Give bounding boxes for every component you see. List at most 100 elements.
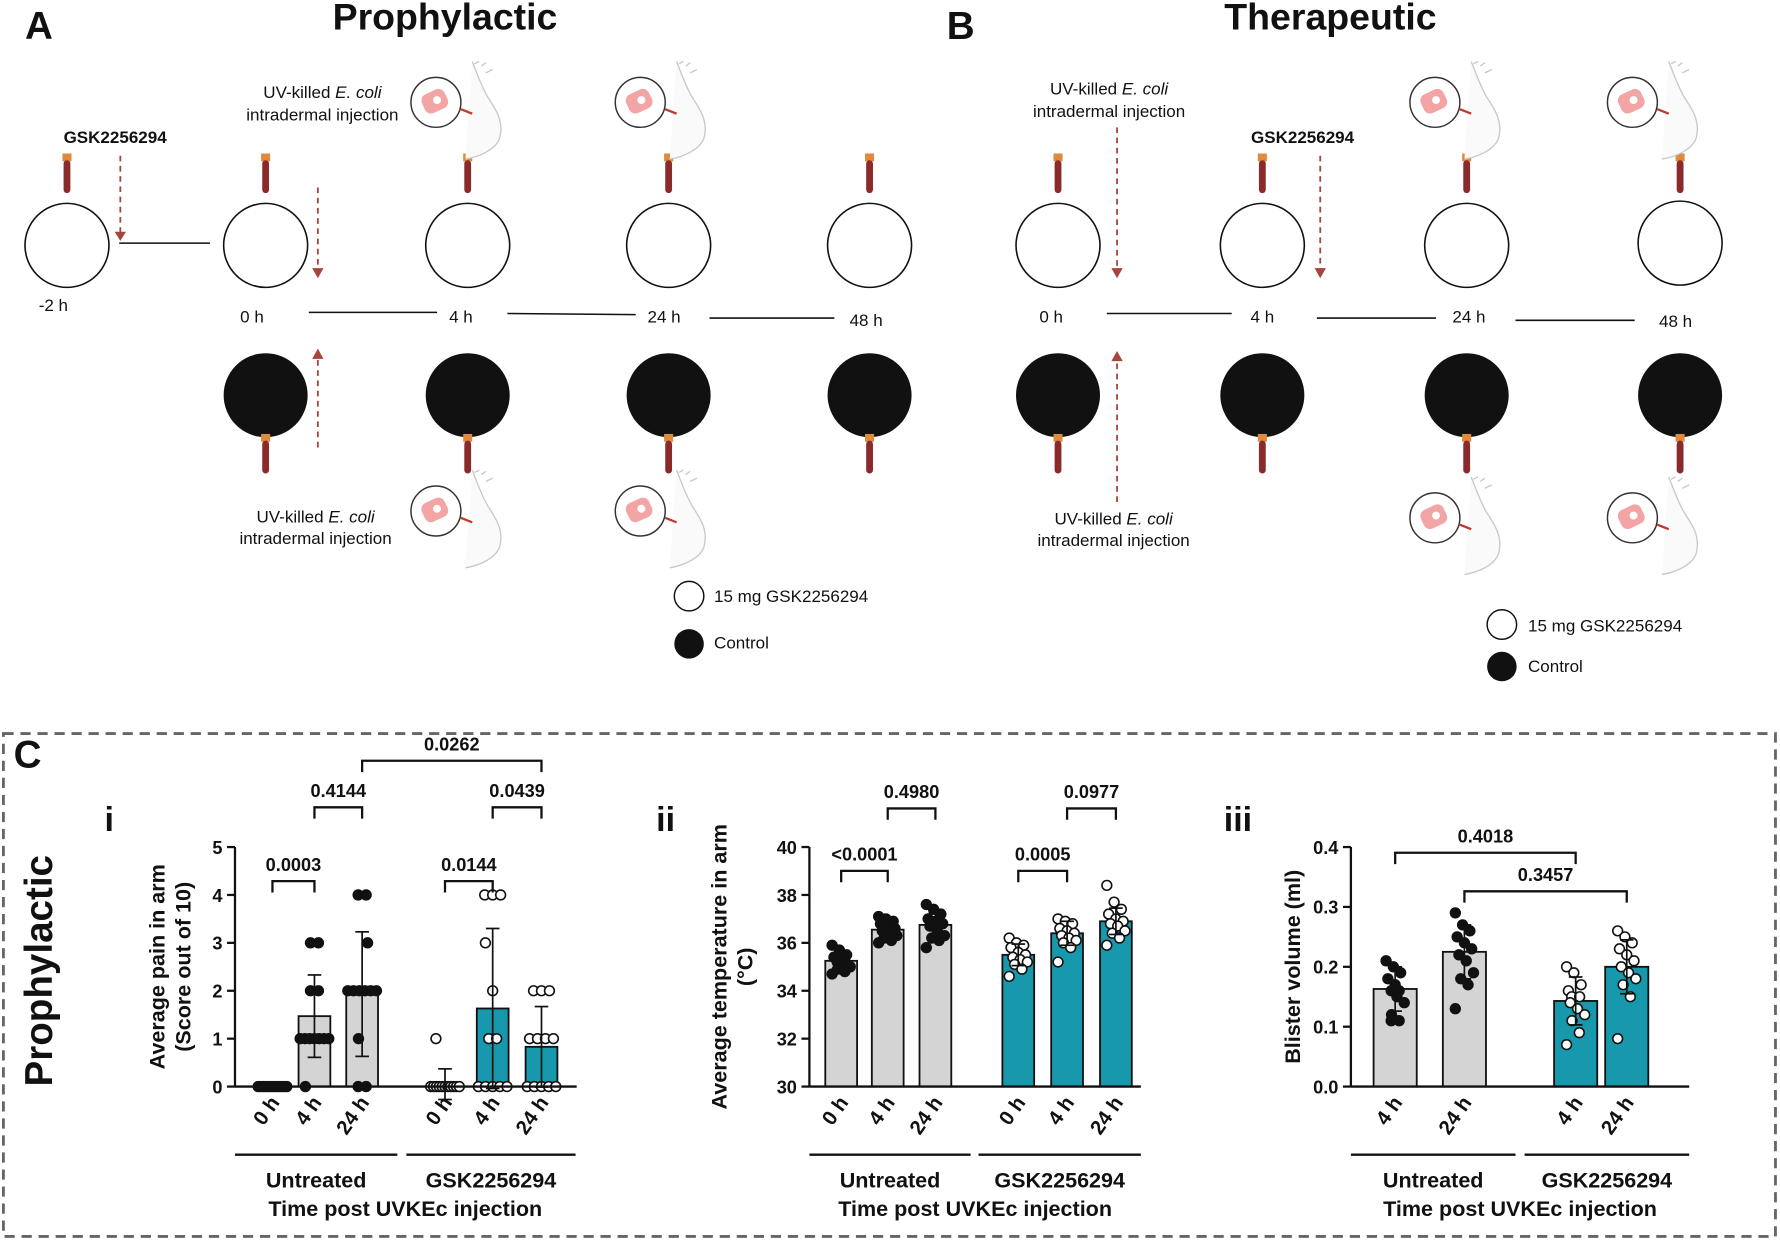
arrow-head xyxy=(312,348,324,359)
data-point xyxy=(360,889,372,901)
data-point xyxy=(1611,1032,1624,1045)
x-tick-label: 4 h xyxy=(470,1093,505,1130)
open-circles xyxy=(1015,200,1723,289)
drug-label: GSK2256294 xyxy=(64,128,168,147)
significance-bracket xyxy=(313,806,364,819)
p-value: 0.4980 xyxy=(884,782,940,802)
panel-label: iii xyxy=(1224,801,1252,839)
significance-bracket xyxy=(886,807,937,820)
significance-bracket xyxy=(840,869,889,883)
arm-icon xyxy=(615,470,705,568)
data-point xyxy=(1380,955,1392,967)
blood-tube xyxy=(62,153,71,193)
subject-open xyxy=(1423,202,1510,289)
panel-title: Therapeutic xyxy=(1224,0,1436,38)
group-label: GSK2256294 xyxy=(1542,1168,1673,1193)
data-point xyxy=(872,937,885,949)
data-point xyxy=(1115,903,1128,915)
time-label: 24 h xyxy=(648,308,681,327)
y-axis-label: Blister volume (ml) xyxy=(1280,870,1305,1064)
data-point xyxy=(1560,961,1573,973)
p-value: 0.0005 xyxy=(1015,845,1071,865)
data-point xyxy=(1101,879,1113,892)
legend-label: Control xyxy=(714,633,769,652)
data-point xyxy=(479,937,492,949)
injection-label: intradermal injection xyxy=(1037,531,1189,550)
p-value: 0.0003 xyxy=(266,855,322,875)
injection-label: UV-killed E. coli xyxy=(263,83,382,102)
panel-label: ii xyxy=(656,801,675,839)
arrow-head xyxy=(1314,268,1326,279)
blood-tube xyxy=(865,153,874,193)
data-point xyxy=(490,1032,503,1045)
significance-bracket xyxy=(491,806,543,819)
data-point xyxy=(430,1032,442,1045)
y-tick-label: 0.4 xyxy=(1313,838,1338,858)
data-point xyxy=(1451,931,1463,943)
time-label: -2 h xyxy=(39,296,68,315)
panel-letter: B xyxy=(947,5,975,48)
y-tick-label: 0 xyxy=(212,1077,222,1097)
y-axis-label: (Score out of 10) xyxy=(171,882,196,1052)
arrow-head xyxy=(1111,350,1123,362)
y-axis-label: (°C) xyxy=(733,948,758,987)
subject-open xyxy=(222,202,309,289)
arm-icon xyxy=(1410,477,1500,575)
y-tick-label: 3 xyxy=(212,934,222,954)
subject-open xyxy=(826,202,913,289)
x-axis-label: Time post UVKEc injection xyxy=(838,1196,1112,1221)
panel-frame xyxy=(1,732,1777,1238)
blood-tube xyxy=(664,434,673,474)
injection-label: UV-killed E. coli xyxy=(1050,79,1169,98)
subject-open xyxy=(1219,202,1306,289)
data-point xyxy=(312,985,325,997)
legend-filled xyxy=(1487,651,1517,682)
x-tick-label: 4 h xyxy=(1044,1093,1079,1130)
filled-circles xyxy=(223,353,912,438)
open-circles xyxy=(24,202,913,289)
data-point xyxy=(920,941,933,954)
x-tick-label: 0 h xyxy=(250,1093,285,1130)
panel-letter: C xyxy=(14,734,42,777)
arrow-head xyxy=(312,268,324,279)
panel-title: Prophylactic xyxy=(333,0,558,38)
data-point xyxy=(1579,1009,1591,1021)
x-axis-label: Time post UVKEc injection xyxy=(268,1196,542,1221)
blood-tube xyxy=(1258,153,1267,193)
time-label: 4 h xyxy=(449,308,473,327)
subject-filled xyxy=(827,353,912,438)
subject-open xyxy=(1637,200,1723,286)
legend-label: 15 mg GSK2256294 xyxy=(714,587,868,606)
data-point xyxy=(1464,925,1476,937)
injection-label: UV-killed E. coli xyxy=(256,507,375,526)
data-point xyxy=(1382,973,1394,985)
y-axis-label: Average pain in arm xyxy=(145,864,170,1069)
subject-open xyxy=(24,202,110,289)
data-point xyxy=(1462,979,1474,991)
y-tick-label: 5 xyxy=(212,838,222,858)
y-tick-label: 4 xyxy=(212,886,222,906)
subject-open xyxy=(625,202,712,289)
significance-bracket xyxy=(1463,890,1628,903)
x-tick-label: 24 h xyxy=(333,1093,374,1139)
arm-icon xyxy=(615,61,705,159)
significance-bracket xyxy=(1017,869,1069,883)
data-point xyxy=(1003,970,1015,983)
x-tick-label: 24 h xyxy=(1435,1093,1476,1139)
blood-tube xyxy=(463,153,472,193)
legend-open xyxy=(673,580,705,612)
x-tick-label: 24 h xyxy=(1597,1093,1638,1139)
x-tick-label: 0 h xyxy=(818,1093,853,1130)
x-tick-label: 0 h xyxy=(995,1093,1030,1130)
blood-tube xyxy=(1462,434,1471,474)
arrow-head xyxy=(1111,268,1123,279)
time-label: 0 h xyxy=(240,308,264,327)
legend-open xyxy=(1486,609,1518,641)
group-label: Untreated xyxy=(840,1168,941,1193)
charts: i Average pain in arm (Score out of 10) 0 1 2… xyxy=(104,735,1690,1221)
filled-circles xyxy=(1016,353,1723,438)
data-point xyxy=(1393,1015,1405,1027)
data-point xyxy=(1628,955,1640,967)
p-value: 0.0144 xyxy=(441,855,497,875)
data-point xyxy=(826,968,838,980)
